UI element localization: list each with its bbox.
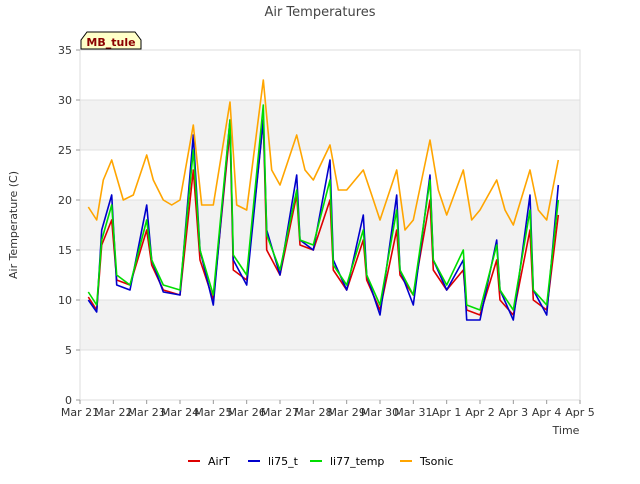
site-label: MB_tule [86,36,135,49]
y-tick-label: 30 [58,94,72,107]
y-axis-label: Air Temperature (C) [7,171,20,279]
y-tick-label: 10 [58,294,72,307]
x-tick-label: Mar 29 [328,406,366,419]
y-tick-label: 15 [58,244,72,257]
x-tick-label: Mar 24 [161,406,199,419]
legend-label: Tsonic [419,455,453,468]
legend: AirT li75_t li77_temp Tsonic [188,455,453,468]
x-tick-label: Mar 28 [294,406,332,419]
x-tick-label: Mar 22 [94,406,132,419]
plot-frame [79,49,581,401]
series-lines [87,79,560,321]
x-tick-label: Mar 25 [194,406,232,419]
plot-bands [80,100,580,350]
y-tick-label: 5 [65,344,72,357]
y-tick-label: 35 [58,44,72,57]
plot-band [80,300,580,350]
site-label-box [80,31,142,50]
chart-title: Air Temperatures [264,5,375,20]
y-tick-label: 25 [58,144,72,157]
x-tick-label: Apr 4 [532,406,562,419]
legend-label: li75_t [268,455,299,468]
site-label-badge: MB_tule [80,31,142,50]
x-axis-label: Time [552,424,580,437]
series-line-Tsonic [87,79,560,231]
legend-label: li77_temp [330,455,384,468]
x-tick-label: Mar 21 [61,406,99,419]
y-tick-label: 0 [65,394,72,407]
x-tick-label: Apr 1 [432,406,462,419]
x-tick-label: Mar 31 [394,406,432,419]
x-tick-label: Mar 30 [361,406,399,419]
plot-band [80,100,580,150]
x-tick-label: Mar 27 [261,406,299,419]
series-line-AirT [87,119,560,316]
series-line-li77_temp [87,104,560,311]
legend-label: AirT [208,455,230,468]
x-tick-label: Apr 2 [465,406,495,419]
x-tick-label: Mar 23 [128,406,166,419]
y-axis-ticks: 0 5 10 15 20 25 30 35 [58,44,80,407]
y-tick-label: 20 [58,194,72,207]
x-tick-label: Apr 3 [499,406,529,419]
x-tick-label: Mar 26 [228,406,266,419]
x-tick-label: Apr 5 [565,406,595,419]
